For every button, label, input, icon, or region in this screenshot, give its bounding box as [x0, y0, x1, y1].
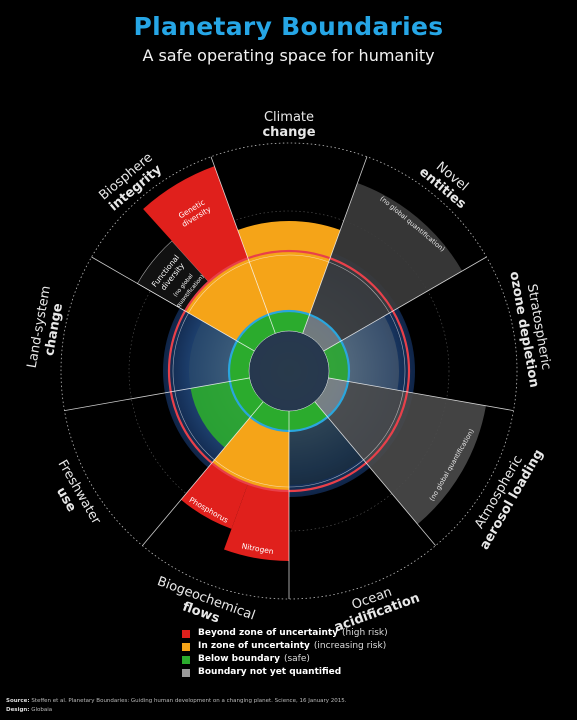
category-name-line1: Climate — [264, 110, 314, 125]
legend-label: Below boundary — [198, 654, 280, 664]
legend: Beyond zone of uncertainty (high risk) I… — [182, 627, 388, 679]
core-circle — [248, 330, 330, 412]
novel-entities-core — [302, 314, 341, 351]
footer: Source: Steffen et al. Planetary Boundar… — [6, 697, 347, 715]
sector-divider-line — [210, 156, 276, 334]
page-subtitle: A safe operating space for humanity — [142, 46, 435, 65]
ozone-earth-wedge — [340, 316, 399, 391]
legend-item-increasing-risk: In zone of uncertainty (increasing risk) — [182, 640, 388, 653]
legend-label: Beyond zone of uncertainty — [198, 628, 339, 638]
footer-source: Source: Steffen et al. Planetary Boundar… — [6, 697, 347, 706]
ocean-safe-wedge — [289, 401, 328, 431]
sector-divider-line — [323, 256, 487, 352]
category-name-line2: change — [262, 125, 315, 140]
footer-source-text: Steffen et al. Planetary Boundaries: Gui… — [31, 698, 347, 704]
biosphere-uncertainty-wedge — [185, 258, 269, 341]
legend-note: (safe) — [283, 654, 310, 664]
legend-item-safe: Below boundary (safe) — [182, 653, 388, 666]
biosphere-safe-wedge — [237, 314, 276, 351]
footer-source-label: Source: — [6, 698, 30, 704]
nitrogen-high-risk-wedge — [224, 483, 289, 561]
biogeo-safe-wedge — [250, 401, 289, 431]
sector-divider-line — [64, 377, 250, 411]
legend-swatch-orange — [182, 642, 190, 651]
legend-swatch-green — [182, 655, 190, 664]
footer-design-text: Globaia — [31, 707, 53, 713]
genetic-diversity-wedge — [143, 166, 248, 282]
legend-item-not-quantified: Boundary not yet quantified — [182, 666, 388, 679]
climate-uncertainty-wedge — [237, 220, 341, 315]
legend-item-high-risk: Beyond zone of uncertainty (high risk) — [182, 627, 388, 640]
sector-divider-line — [91, 256, 255, 352]
sector-divider-line — [302, 156, 368, 334]
footer-design-label: Design: — [6, 707, 30, 713]
land-earth-wedge — [189, 321, 238, 389]
footer-design: Design: Globaia — [6, 706, 347, 715]
ozone-safe-wedge — [323, 341, 349, 382]
legend-note: (increasing risk) — [313, 641, 387, 651]
legend-swatch-red — [182, 629, 190, 638]
legend-label: In zone of uncertainty — [198, 641, 310, 651]
aerosol-wedge — [327, 381, 486, 525]
sector-divider-line — [328, 377, 514, 411]
novel-entities-wedge — [309, 183, 463, 341]
climate-safe-wedge — [268, 311, 310, 334]
land-safe-wedge — [229, 341, 255, 382]
legend-note: (high risk) — [342, 628, 388, 638]
legend-label: Boundary not yet quantified — [198, 667, 342, 677]
phosphorus-high-risk-wedge — [181, 462, 248, 529]
page-title: Planetary Boundaries — [133, 12, 444, 41]
sector-divider-line — [314, 401, 436, 546]
sector-divider-line — [142, 401, 264, 546]
biogeo-uncertainty-wedge — [211, 416, 289, 491]
legend-swatch-grey — [182, 668, 190, 677]
freshwater-safe-wedge — [229, 377, 264, 417]
freshwater-boundary-wedge — [190, 381, 251, 448]
ocean-earth-wedge — [289, 416, 363, 485]
middle-guide-circle — [128, 210, 450, 532]
aerosol-core — [314, 377, 349, 417]
outer-guide-circle — [60, 142, 518, 600]
